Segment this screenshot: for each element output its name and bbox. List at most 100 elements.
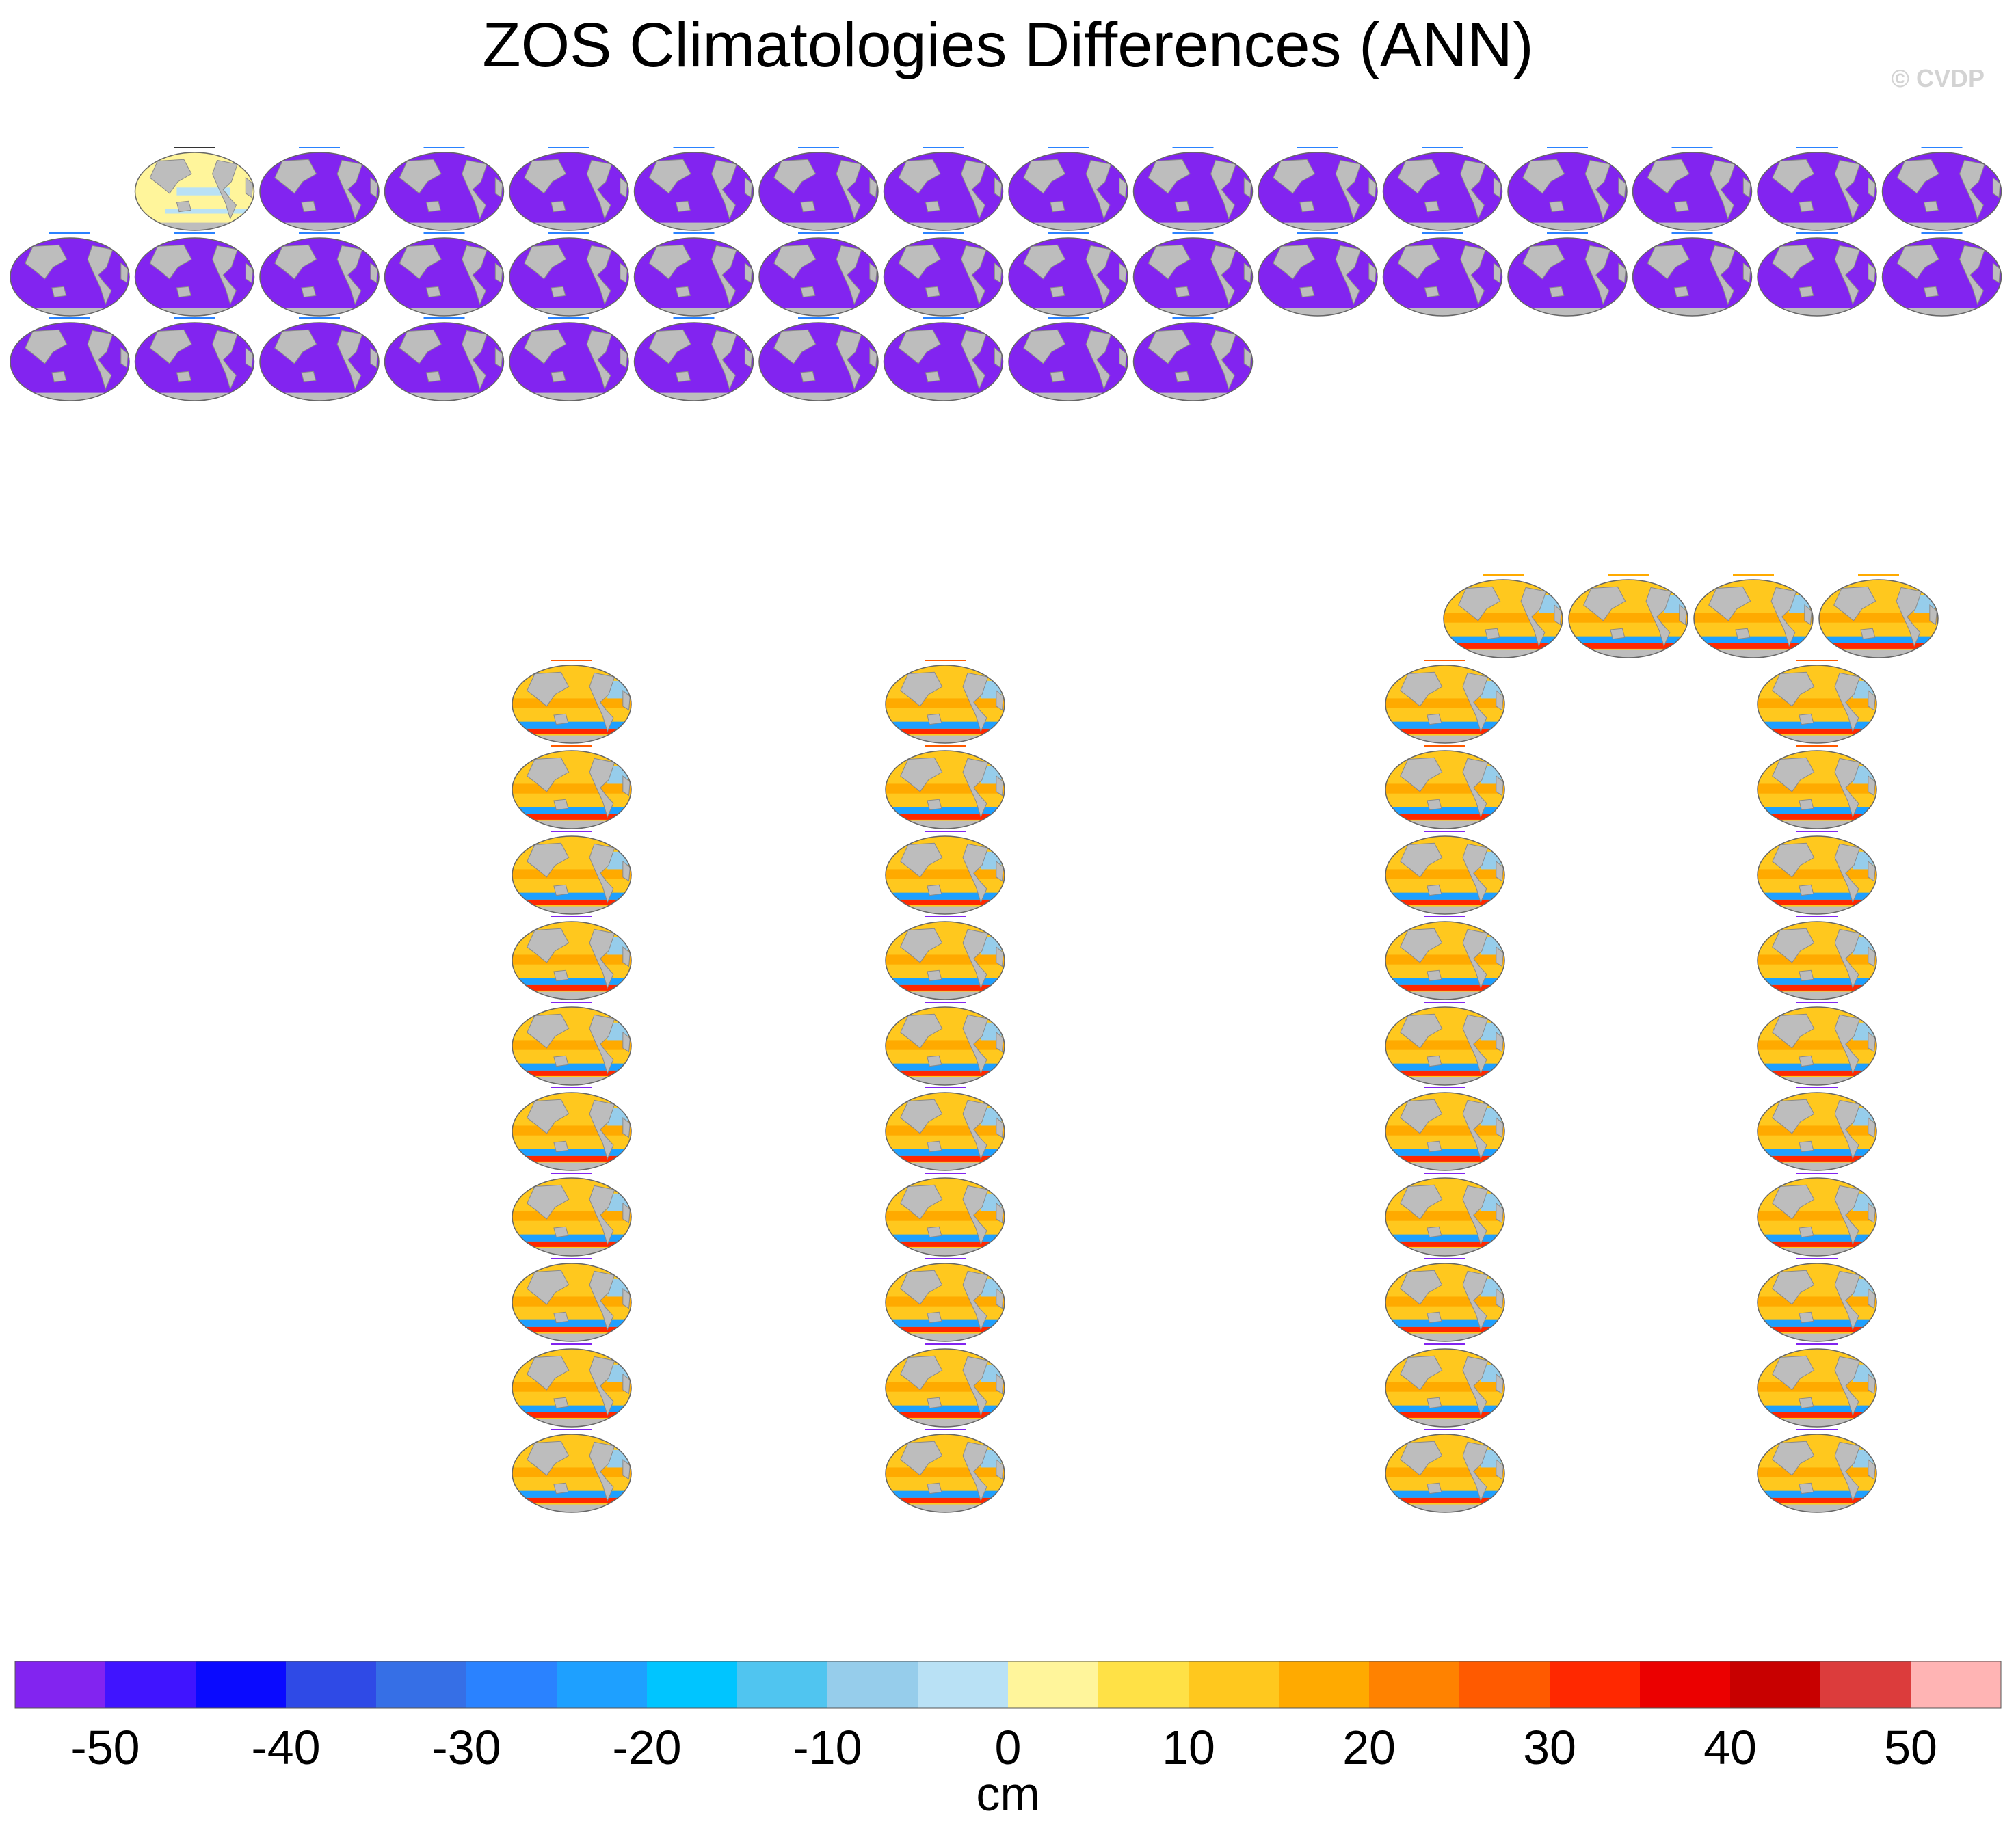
map-panel — [883, 232, 1004, 317]
land-mass — [370, 176, 378, 198]
land-mass — [1758, 308, 1876, 316]
land-mass — [301, 286, 317, 298]
land-mass — [149, 159, 192, 194]
map-outline — [885, 1263, 1005, 1342]
land-mass — [10, 392, 129, 401]
land-mass — [553, 969, 569, 982]
map-outline — [633, 152, 754, 231]
map-panel — [1757, 1429, 1877, 1513]
land-mass — [622, 1458, 631, 1480]
land-mass — [1273, 244, 1316, 280]
land-mass — [996, 946, 1004, 967]
ocean-anomaly-band — [1385, 728, 1504, 734]
land-mass — [1009, 392, 1128, 401]
land-mass — [1868, 1373, 1876, 1395]
ocean-anomaly-band — [886, 1211, 1005, 1221]
land-mass — [462, 159, 488, 220]
colorbar-tick-label: -30 — [432, 1721, 501, 1774]
colorbar-swatch — [1640, 1661, 1730, 1708]
map-panel — [758, 232, 879, 317]
map-outline — [885, 835, 1005, 915]
land-mass — [589, 672, 615, 733]
map-panel — [512, 1002, 632, 1086]
ocean-anomaly-band — [1385, 1412, 1504, 1418]
ocean-anomaly-band — [886, 728, 1005, 734]
land-mass — [1493, 262, 1502, 284]
land-mass — [1868, 775, 1876, 796]
land-mass — [898, 329, 941, 364]
map-outline — [1568, 579, 1688, 658]
land-mass — [1023, 329, 1066, 364]
map-panel — [1757, 1258, 1877, 1342]
ocean-anomaly-band — [886, 1241, 1005, 1247]
land-mass — [1584, 159, 1611, 220]
land-mass — [1772, 1099, 1815, 1134]
ocean-anomaly-band — [512, 783, 631, 794]
map-panel — [512, 1087, 632, 1171]
land-mass — [927, 1140, 942, 1153]
map-outline — [512, 1434, 632, 1513]
land-mass — [962, 1441, 989, 1502]
land-mass — [1400, 757, 1443, 792]
ocean-anomaly-band — [1758, 978, 1876, 985]
land-mass — [675, 200, 691, 213]
land-mass — [898, 159, 941, 194]
land-mass — [527, 1270, 570, 1305]
land-mass — [589, 1185, 615, 1246]
ocean-anomaly-band — [512, 1211, 631, 1221]
land-mass — [648, 329, 691, 364]
ocean-anomaly-band — [1385, 1326, 1504, 1332]
map-outline — [1757, 152, 1877, 231]
map-panel — [885, 1343, 1005, 1428]
ocean-anomaly-band — [1758, 1149, 1876, 1156]
land-mass — [927, 1226, 942, 1238]
land-mass — [800, 286, 816, 298]
land-mass — [384, 392, 504, 401]
land-mass — [370, 262, 378, 284]
colorbar-swatch — [647, 1661, 737, 1708]
land-mass — [634, 392, 754, 401]
land-mass — [744, 347, 753, 369]
colorbar-swatch — [1279, 1661, 1369, 1708]
colorbar-tick-label: -10 — [793, 1721, 862, 1774]
land-mass — [884, 308, 1003, 316]
land-mass — [1799, 969, 1814, 982]
colorbar-swatch — [105, 1661, 196, 1708]
land-mass — [1708, 586, 1751, 621]
land-mass — [1710, 245, 1736, 306]
land-mass — [176, 286, 191, 298]
ocean-anomaly-band — [886, 1326, 1005, 1332]
map-panel — [1008, 147, 1128, 231]
ocean-anomaly-band — [1385, 978, 1504, 985]
map-panel — [758, 147, 879, 231]
land-mass — [399, 159, 442, 194]
ocean-anomaly-band — [1758, 728, 1876, 734]
land-mass — [399, 244, 442, 280]
land-mass — [996, 1031, 1004, 1053]
map-outline — [512, 1348, 632, 1428]
map-panel — [1881, 232, 2002, 317]
map-panel — [384, 232, 505, 317]
colorbar-swatch — [286, 1661, 376, 1708]
land-mass — [898, 244, 941, 280]
ocean-anomaly-band — [512, 1490, 631, 1498]
map-panel — [633, 317, 754, 401]
colorbar-swatch — [1008, 1661, 1098, 1708]
land-mass — [900, 842, 943, 878]
map-outline — [512, 921, 632, 1000]
land-mass — [1508, 308, 1627, 316]
land-mass — [1460, 159, 1486, 220]
land-mass — [759, 222, 878, 230]
ocean-anomaly-band — [1758, 1497, 1876, 1503]
ocean-anomaly-band — [886, 1040, 1005, 1050]
land-mass — [1799, 1226, 1814, 1238]
map-outline — [883, 152, 1004, 231]
ocean-anomaly-band — [1819, 636, 1938, 643]
map-panel — [633, 147, 754, 231]
land-mass — [1385, 906, 1504, 914]
ocean-anomaly-band — [512, 1296, 631, 1307]
ocean-anomaly-band — [886, 1382, 1005, 1392]
land-mass — [927, 713, 942, 725]
land-mass — [1522, 244, 1565, 280]
land-mass — [1799, 1482, 1814, 1495]
